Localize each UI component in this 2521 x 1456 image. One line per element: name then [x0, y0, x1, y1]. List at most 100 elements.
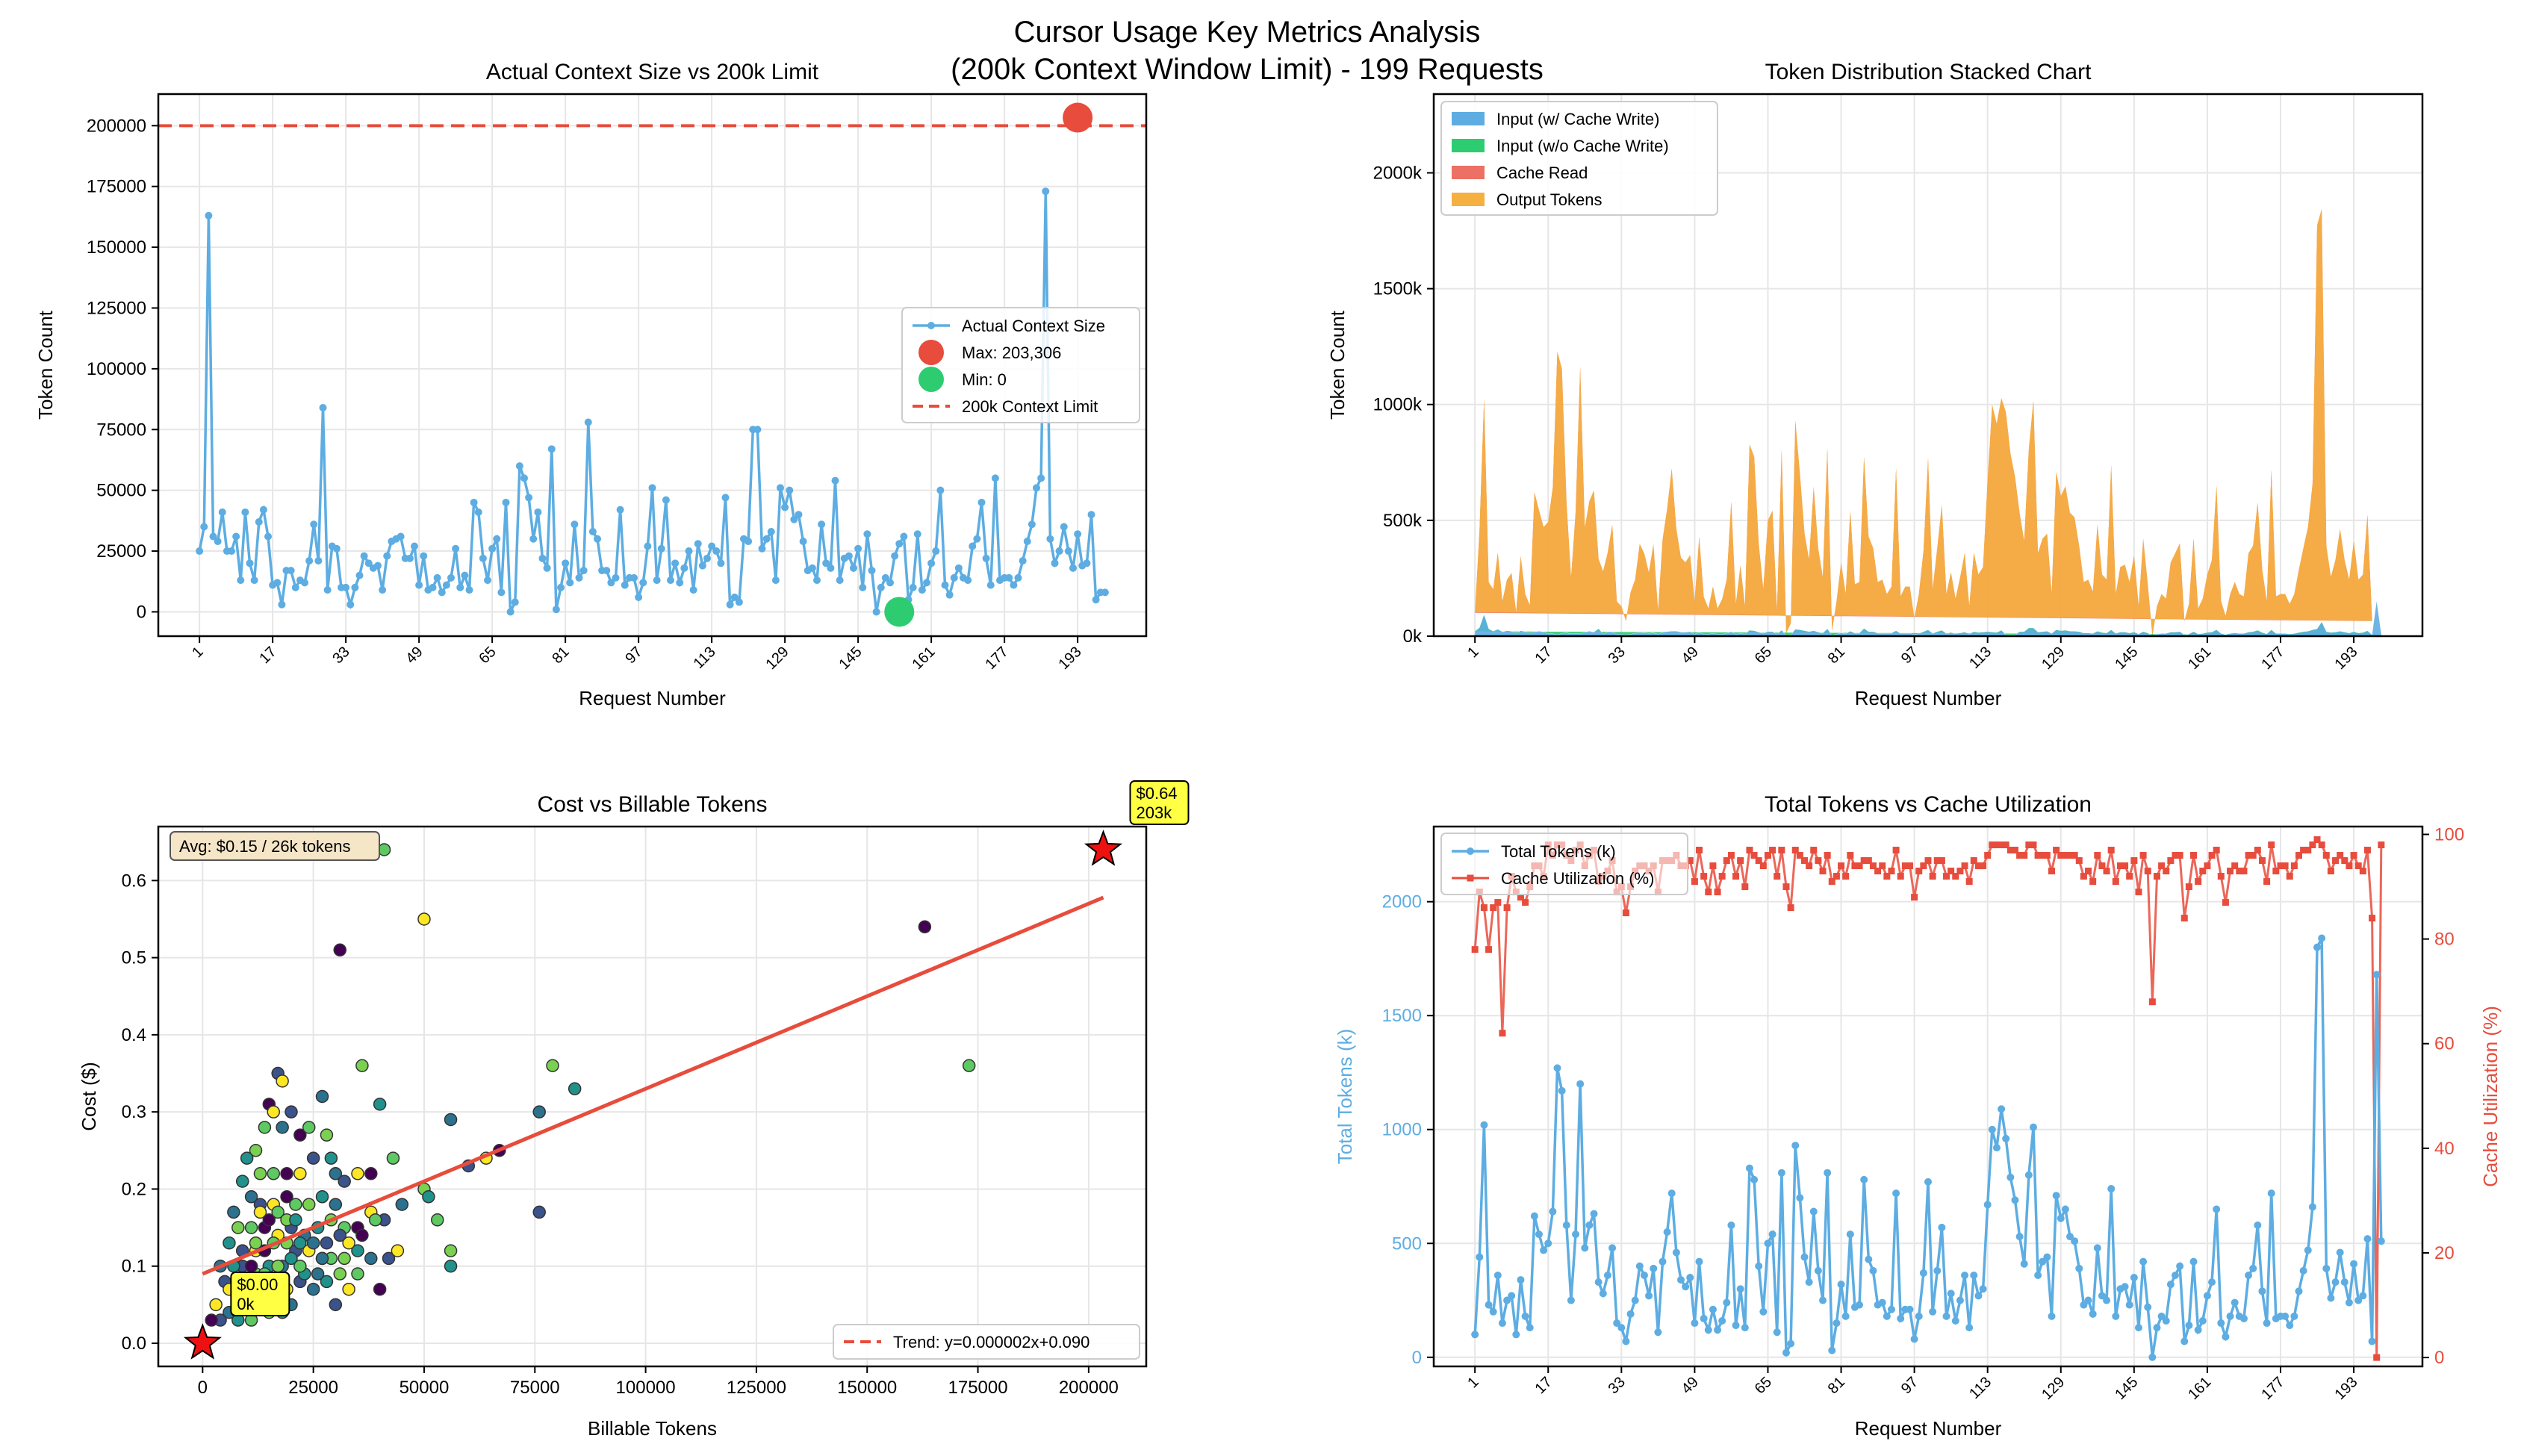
- y-tick-label: 1000k: [1373, 395, 1423, 415]
- total-tokens-point: [1489, 1307, 1497, 1316]
- cache-util-point: [2016, 852, 2024, 859]
- min-annotation-cost: $0.00: [237, 1275, 278, 1294]
- scatter-point: [329, 1298, 343, 1312]
- total-tokens-point: [2130, 1274, 2138, 1282]
- cache-util-point: [2148, 998, 2156, 1006]
- cache-util-point: [1970, 857, 1977, 865]
- avg-label: Avg: $0.15 / 26k tokens: [179, 837, 351, 856]
- context-point: [1064, 547, 1072, 556]
- cache-util-point: [2286, 873, 2293, 880]
- cache-util-point: [1984, 852, 1992, 859]
- x-tick-label: 33: [1605, 1374, 1629, 1397]
- cache-util-point: [1622, 909, 1629, 917]
- context-point: [923, 579, 930, 587]
- area-output-tokens: [1475, 208, 2372, 636]
- scatter-point: [386, 1151, 400, 1165]
- cache-util-point: [2313, 836, 2321, 844]
- cache-util-point: [1796, 852, 1803, 859]
- x-tick-label: 81: [1825, 644, 1848, 667]
- total-tokens-point: [1608, 1244, 1617, 1252]
- total-tokens-point: [1622, 1337, 1630, 1345]
- context-point: [808, 564, 816, 572]
- total-tokens-point: [1626, 1310, 1635, 1318]
- y-tick-label: 0.3: [122, 1102, 146, 1122]
- legend-label: Output Tokens: [1496, 190, 1602, 209]
- cache-util-point: [1824, 852, 1831, 859]
- scatter-point: [333, 943, 346, 957]
- context-point: [291, 583, 299, 591]
- context-point: [799, 538, 807, 546]
- total-tokens-point: [2198, 1316, 2207, 1325]
- total-tokens-point: [2112, 1312, 2120, 1320]
- total-tokens-point: [1567, 1296, 1575, 1304]
- total-tokens-point: [2048, 1312, 2056, 1320]
- total-tokens-point: [1635, 1262, 1644, 1270]
- total-tokens-point: [2359, 1292, 2367, 1300]
- total-tokens-point: [1718, 1316, 1726, 1325]
- context-point: [662, 496, 670, 504]
- total-tokens-point: [1540, 1246, 1548, 1254]
- total-tokens-point: [2071, 1237, 2079, 1245]
- scatter-point: [302, 1198, 316, 1211]
- context-point: [717, 559, 725, 567]
- x-tick-label: 161: [2185, 644, 2214, 673]
- cache-util-point: [1888, 868, 1895, 875]
- min-annotation-box: [230, 1272, 290, 1316]
- legend-label-context: Actual Context Size: [962, 317, 1105, 335]
- total-tokens-point: [1594, 1278, 1603, 1287]
- cache-util-point: [2043, 852, 2051, 859]
- total-tokens-point: [2052, 1192, 2060, 1200]
- total-tokens-point: [1906, 1305, 1914, 1313]
- legend-box: [1440, 101, 1718, 216]
- cache-util-point: [1920, 862, 1927, 870]
- y-tick-label: 0.2: [122, 1179, 146, 1199]
- cache-util-point: [2341, 857, 2349, 865]
- y-tick-label: 0.0: [122, 1334, 146, 1354]
- cache-util-point: [1961, 862, 1968, 870]
- cache-util-point: [2327, 868, 2334, 875]
- total-tokens-point: [1613, 1319, 1621, 1328]
- cache-util-point: [2180, 915, 2188, 922]
- total-tokens-point: [2002, 1134, 2010, 1142]
- context-point: [355, 571, 364, 579]
- cache-util-point: [2053, 847, 2060, 854]
- total-tokens-point: [2231, 1298, 2239, 1307]
- total-tokens-point: [2080, 1301, 2088, 1309]
- total-tokens-point: [2331, 1278, 2340, 1287]
- x-axis-label: Request Number: [579, 687, 726, 709]
- max-annotation-box: [1129, 780, 1190, 825]
- scatter-point: [333, 1228, 346, 1242]
- total-tokens-point: [1530, 1212, 1538, 1220]
- min-marker: [884, 597, 915, 627]
- context-point: [1010, 581, 1018, 589]
- context-point: [319, 403, 327, 411]
- context-point: [1019, 557, 1027, 565]
- cache-util-point: [1989, 841, 1996, 849]
- context-legend: Actual Context Size Max: 203,306 Min: 0 200…: [901, 307, 1140, 423]
- total-tokens-point: [2039, 1257, 2047, 1266]
- context-point: [786, 486, 794, 494]
- total-tokens-point: [2061, 1205, 2069, 1213]
- scatter-point: [364, 1167, 378, 1180]
- scatter-point: [289, 1198, 302, 1211]
- scatter-point: [373, 1098, 387, 1111]
- total-tokens-point: [2354, 1296, 2363, 1304]
- cache-util-point: [2135, 889, 2142, 896]
- total-tokens-point: [1667, 1189, 1676, 1198]
- total-tokens-point: [1745, 1164, 1753, 1172]
- context-point: [255, 517, 263, 526]
- total-tokens-point: [2222, 1333, 2230, 1341]
- total-tokens-point: [1654, 1328, 1662, 1337]
- total-tokens-point: [1581, 1244, 1589, 1252]
- context-point: [735, 598, 743, 606]
- scatter-point: [532, 1105, 546, 1119]
- y-tick-label-right: 0: [2434, 1348, 2444, 1368]
- cache-util-point: [2277, 862, 2284, 870]
- total-tokens-point: [1892, 1189, 1900, 1198]
- total-tokens-point: [1988, 1125, 1996, 1133]
- total-tokens-point: [2043, 1253, 2051, 1261]
- cache-util-point: [1741, 883, 1749, 891]
- cache-util-point: [2176, 852, 2183, 859]
- context-point: [644, 542, 652, 550]
- cache-util-point: [1815, 857, 1822, 865]
